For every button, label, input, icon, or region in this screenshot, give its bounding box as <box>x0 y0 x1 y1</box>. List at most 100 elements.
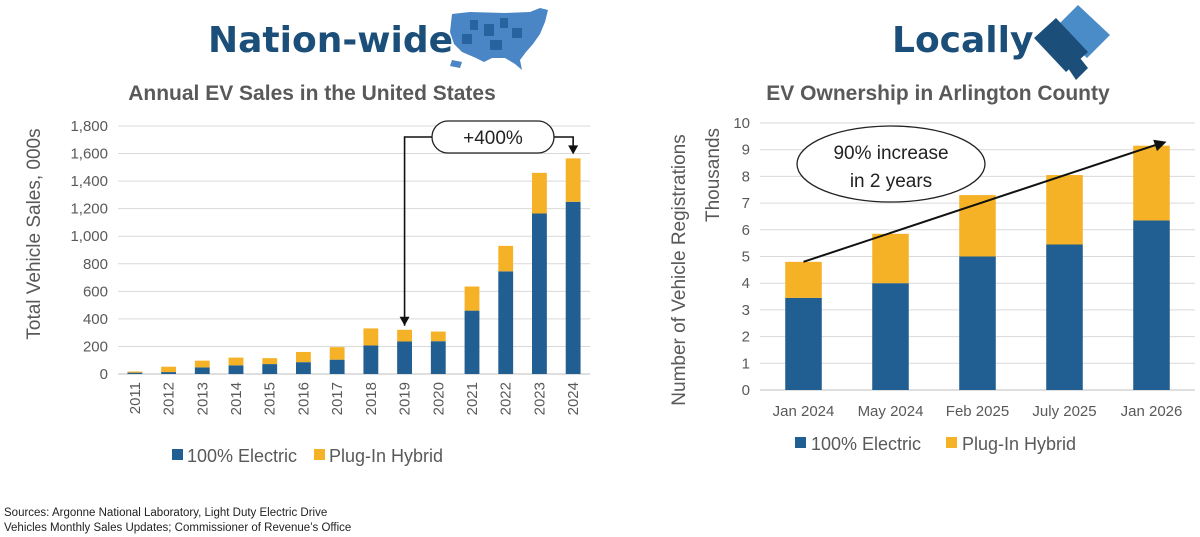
left-bar-hybrid <box>262 358 278 365</box>
right-legend: 100% Electric Plug-In Hybrid <box>795 434 1076 454</box>
left-bar-hybrid <box>329 347 345 360</box>
left-bar-electric <box>397 341 412 374</box>
right-y-tick-label: 7 <box>742 195 750 212</box>
right-y-tick-label: 3 <box>742 302 750 319</box>
right-y-tick-label: 6 <box>742 222 750 239</box>
left-x-tick-label: 2023 <box>531 382 548 415</box>
right-bar-hybrid <box>1046 175 1083 245</box>
left-x-tick-label: 2021 <box>464 382 481 415</box>
left-legend: 100% Electric Plug-In Hybrid <box>172 446 443 466</box>
left-y-tick-label: 1,600 <box>70 146 108 163</box>
right-bar-hybrid <box>959 195 996 257</box>
left-x-tick-label: 2012 <box>161 382 178 415</box>
left-growth-annotation: +400% <box>399 120 579 326</box>
right-y-tick-label: 10 <box>733 115 750 132</box>
left-annotation-connector <box>554 136 574 149</box>
left-bar-hybrid <box>397 329 412 342</box>
left-legend-hybrid: Plug-In Hybrid <box>329 446 443 466</box>
right-bar-electric <box>785 297 822 390</box>
right-annotation-bubble <box>796 125 986 203</box>
right-y-axis-label: Number of Vehicle Registrations <box>669 134 690 405</box>
left-bar-hybrid <box>363 328 379 346</box>
left-bar-electric <box>161 372 176 374</box>
right-y-axis-unit: Thousands <box>703 128 724 222</box>
right-legend-hybrid: Plug-In Hybrid <box>962 434 1076 454</box>
left-chart: 0 200 400 600 800 1,000 1,200 1,400 1,600 1,800 2… <box>24 118 590 466</box>
left-x-tick-label: 2011 <box>127 382 144 414</box>
left-bar-hybrid <box>464 286 480 311</box>
left-bar-hybrid <box>194 360 210 368</box>
left-bar-electric <box>194 367 210 374</box>
left-bar-electric <box>228 365 244 374</box>
left-y-tick-label: 800 <box>83 256 108 273</box>
left-bar-hybrid <box>228 357 244 366</box>
right-y-tick-label: 4 <box>742 275 750 292</box>
right-x-ticks: Jan 2024 May 2024 Feb 2025 July 2025 Jan 202… <box>773 403 1183 420</box>
left-y-tick-label: 1,000 <box>70 228 108 245</box>
left-bars <box>127 158 581 374</box>
left-bar-electric <box>262 364 278 374</box>
right-annotation-line1: 90% increase <box>833 143 948 164</box>
left-x-ticks: 2011 2012 2013 2014 2015 2016 2017 2018 2019 2020… <box>127 382 582 415</box>
left-legend-swatch-electric <box>172 449 183 460</box>
right-growth-annotation: 90% increase in 2 years <box>796 125 1167 263</box>
left-bar-hybrid <box>127 371 143 373</box>
right-y-tick-label: 1 <box>742 355 750 372</box>
left-x-tick-label: 2015 <box>262 382 279 415</box>
left-x-tick-label: 2014 <box>228 382 245 415</box>
left-bar-hybrid <box>498 245 514 272</box>
right-bar-hybrid <box>872 233 909 284</box>
left-bar-electric <box>565 201 581 374</box>
left-bar-hybrid <box>430 331 446 342</box>
left-x-tick-label: 2022 <box>498 382 515 415</box>
right-y-tick-label: 9 <box>742 142 750 159</box>
left-bar-electric <box>532 213 547 374</box>
right-bar-electric <box>1046 244 1083 390</box>
left-y-axis-label: Total Vehicle Sales, 000s <box>24 128 45 339</box>
right-bar-electric <box>872 283 909 390</box>
right-x-tick-label: Jan 2024 <box>773 403 835 420</box>
left-bar-electric <box>296 362 311 374</box>
left-y-tick-label: 1,400 <box>70 173 108 190</box>
arlington-logo-icon <box>1034 5 1110 80</box>
right-chart-title: EV Ownership in Arlington County <box>766 82 1110 105</box>
right-legend-electric: 100% Electric <box>811 434 921 454</box>
right-annotation-line2: in 2 years <box>850 171 932 192</box>
left-chart-title: Annual EV Sales in the United States <box>128 82 496 105</box>
left-y-ticks: 0 200 400 600 800 1,000 1,200 1,400 1,600 1,800 <box>70 118 108 383</box>
right-x-tick-label: Feb 2025 <box>946 403 1009 420</box>
right-y-tick-label: 8 <box>742 168 750 185</box>
left-bar-electric <box>464 310 480 374</box>
left-x-tick-label: 2013 <box>194 382 211 415</box>
right-trend-arrow <box>803 143 1157 263</box>
left-bar-hybrid <box>296 351 311 363</box>
right-bar-electric <box>959 256 996 390</box>
left-legend-swatch-hybrid <box>314 449 325 460</box>
right-y-tick-label: 2 <box>742 329 750 346</box>
left-y-tick-label: 200 <box>83 338 108 355</box>
right-bar-hybrid <box>785 261 822 298</box>
sources-line-1: Sources: Argonne National Laboratory, Li… <box>4 507 327 519</box>
left-y-tick-label: 600 <box>83 283 108 300</box>
right-y-tick-label: 5 <box>742 249 750 266</box>
right-bar-electric <box>1133 220 1170 390</box>
left-bar-electric <box>430 341 446 374</box>
right-legend-swatch-hybrid <box>946 437 957 448</box>
right-x-tick-label: May 2024 <box>858 403 924 420</box>
us-map-icon <box>450 8 548 70</box>
left-annotation-arrowhead <box>399 316 410 326</box>
left-x-tick-label: 2020 <box>430 382 447 415</box>
left-y-tick-label: 400 <box>83 311 108 328</box>
heading-nation-wide: Nation-wide <box>208 20 453 61</box>
left-y-tick-label: 0 <box>100 366 108 383</box>
right-bars <box>785 145 1170 390</box>
left-gridlines <box>118 125 590 375</box>
right-trend-arrowhead <box>1153 139 1167 152</box>
right-x-tick-label: July 2025 <box>1032 403 1096 420</box>
left-y-tick-label: 1,800 <box>70 118 108 135</box>
left-x-tick-label: 2017 <box>329 382 346 415</box>
left-y-tick-label: 1,200 <box>70 201 108 218</box>
left-x-tick-label: 2016 <box>295 382 312 415</box>
right-y-ticks: 0 1 2 3 4 5 6 7 8 9 10 <box>733 115 750 399</box>
